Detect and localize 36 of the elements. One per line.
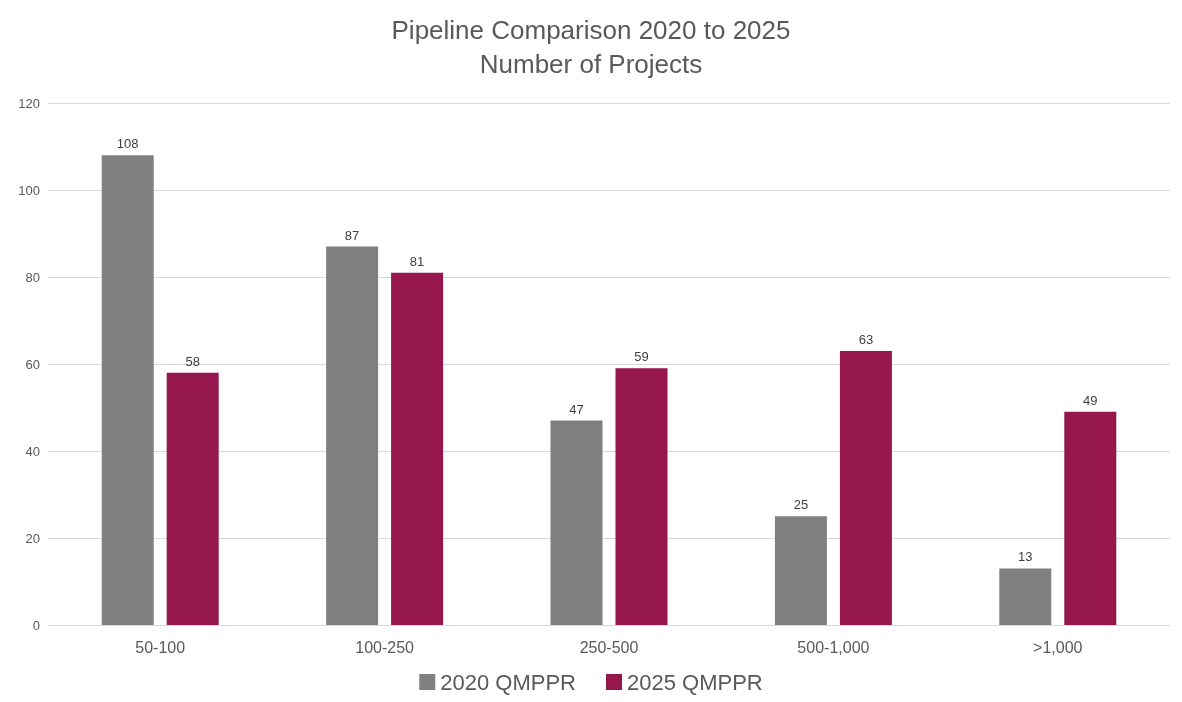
x-tick-label: >1,000 <box>1033 638 1083 656</box>
y-tick-label: 0 <box>32 617 40 633</box>
data-label: 49 <box>1083 392 1098 408</box>
legend-label: 2020 QMPPR <box>440 669 577 695</box>
bar <box>1064 411 1117 625</box>
x-tick-label: 50-100 <box>135 638 186 656</box>
bar <box>615 368 668 625</box>
x-tick-label: 250-500 <box>579 638 639 656</box>
data-label: 87 <box>344 227 360 243</box>
data-label: 63 <box>858 331 874 347</box>
data-label: 108 <box>116 136 139 152</box>
bar <box>391 272 444 625</box>
y-tick-label: 120 <box>18 95 40 111</box>
chart-title: Pipeline Comparison 2020 to 2025 <box>391 15 791 45</box>
bar <box>326 246 379 625</box>
data-label: 81 <box>409 253 425 269</box>
bar <box>166 372 219 625</box>
chart-subtitle: Number of Projects <box>479 49 703 79</box>
y-tick-label: 80 <box>25 269 40 285</box>
bar <box>839 350 892 625</box>
y-tick-label: 100 <box>18 182 40 198</box>
data-label: 59 <box>634 349 649 365</box>
bar <box>774 516 827 625</box>
x-tick-label: 100-250 <box>355 638 415 656</box>
legend-label: 2025 QMPPR <box>627 669 763 695</box>
x-tick-label: 500-1,000 <box>797 638 870 656</box>
bar <box>999 568 1052 625</box>
y-tick-label: 20 <box>25 530 40 546</box>
y-tick-label: 60 <box>25 356 40 372</box>
data-label: 25 <box>793 497 809 513</box>
data-label: 58 <box>185 353 200 369</box>
data-label: 47 <box>569 401 584 417</box>
bar <box>101 155 154 625</box>
y-tick-label: 40 <box>25 443 40 459</box>
bar <box>550 420 603 625</box>
data-label: 13 <box>1018 549 1033 565</box>
